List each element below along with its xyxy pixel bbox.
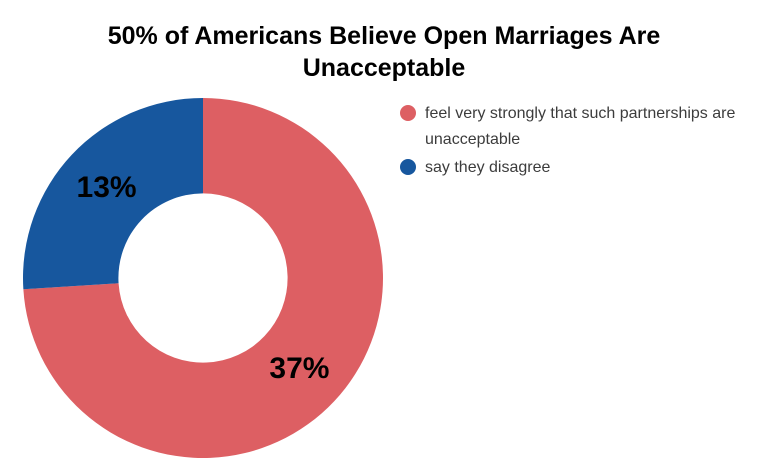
chart-title: 50% of Americans Believe Open Marriages … xyxy=(0,20,768,84)
slice-value-label-1: 13% xyxy=(77,171,137,204)
legend-marker-circle-icon xyxy=(400,105,416,121)
slice-value-label-0: 37% xyxy=(269,352,329,385)
chart-title-line-1: 50% of Americans Believe Open Marriages … xyxy=(107,22,661,50)
legend-marker-circle-icon xyxy=(400,159,416,175)
chart-legend: feel very strongly that such partnership… xyxy=(400,101,759,181)
donut-slice-0 xyxy=(23,98,383,459)
donut-chart: 37% 13% xyxy=(22,98,383,459)
legend-label: say they disagree xyxy=(425,159,551,176)
legend-item-0: feel very strongly that such partnership… xyxy=(400,101,759,153)
donut-slice-1 xyxy=(22,98,203,290)
chart-title-line-2: Unacceptable xyxy=(302,54,466,82)
legend-item-1: say they disagree xyxy=(400,155,759,181)
legend-label: feel very strongly that such partnership… xyxy=(425,105,736,148)
